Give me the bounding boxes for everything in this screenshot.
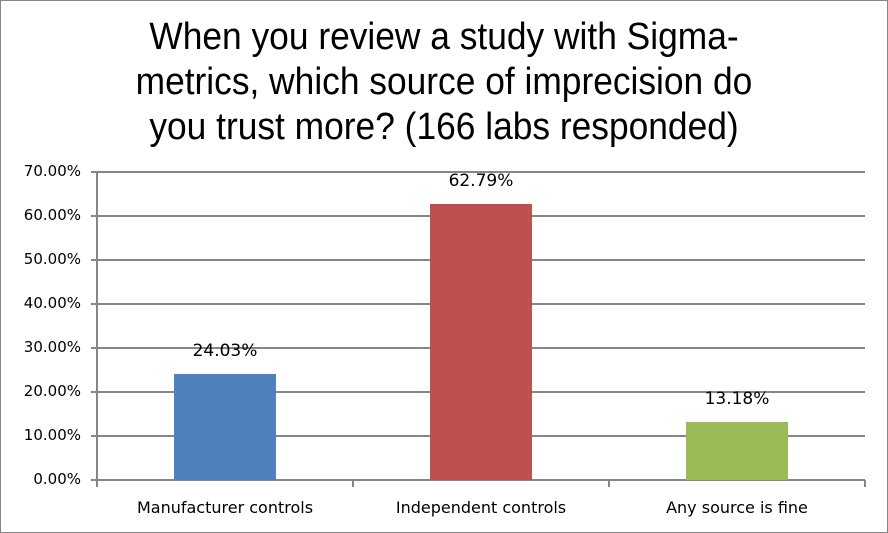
data-label: 13.18% [704,389,770,409]
y-tick [91,391,97,393]
y-tick [91,215,97,217]
y-tick [91,171,97,173]
y-tick-label: 10.00% [23,426,81,444]
y-tick-label: 70.00% [23,162,81,180]
chart-title-line: metrics, which source of imprecision do [135,61,753,103]
bar-2 [430,203,532,480]
data-label: 62.79% [448,170,514,191]
gridline [97,479,865,481]
chart-title-line: you trust more? (166 labs responded) [149,106,739,148]
y-tick [91,303,97,305]
y-tick-label: 30.00% [23,338,81,356]
x-tick [864,480,866,487]
chart-title: When you review a study with Sigma- metr… [32,15,856,150]
chart-title-line: When you review a study with Sigma- [149,16,739,58]
x-tick [96,480,98,487]
y-tick [91,259,97,261]
y-tick-label: 0.00% [33,470,81,488]
bar-1 [174,374,276,480]
y-tick-label: 60.00% [23,206,81,224]
x-tick [352,480,354,487]
y-tick-label: 50.00% [23,250,81,268]
gridline [97,171,865,173]
y-tick [91,347,97,349]
bar-3 [686,422,788,480]
y-tick [91,479,97,481]
y-tick [91,435,97,437]
data-label: 24.03% [192,341,258,362]
x-category-label: Independent controls [395,498,567,517]
y-tick-label: 40.00% [23,294,81,312]
x-tick [608,480,610,487]
y-axis [96,172,98,484]
x-category-label: Any source is fine [666,498,808,517]
x-category-label: Manufacturer controls [136,498,314,517]
y-tick-label: 20.00% [23,382,81,400]
